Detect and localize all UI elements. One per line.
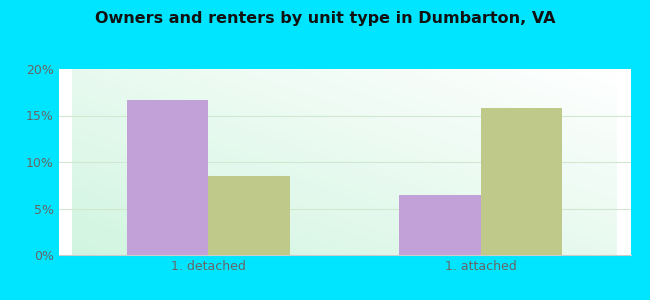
- Bar: [127, 100, 208, 255]
- Text: Owners and renters by unit type in Dumbarton, VA: Owners and renters by unit type in Dumba…: [95, 11, 555, 26]
- Bar: [481, 108, 562, 255]
- Bar: [208, 176, 290, 255]
- Bar: [399, 194, 481, 255]
